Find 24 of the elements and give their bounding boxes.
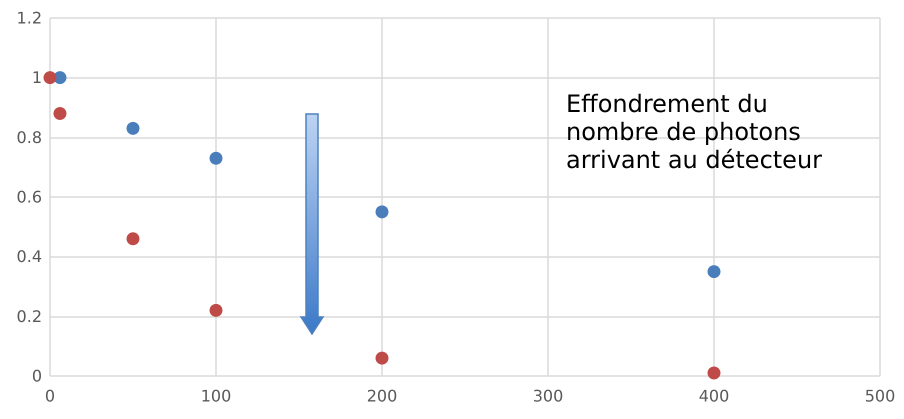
x-tick-label: 200: [366, 386, 398, 406]
x-tick-label: 400: [698, 386, 730, 406]
x-tick-label: 300: [532, 386, 564, 406]
point: [126, 232, 140, 246]
x-tick-label: 500: [864, 386, 896, 406]
y-tick-label: 0: [32, 366, 42, 386]
point: [708, 265, 720, 278]
point: [126, 122, 140, 135]
annotation: Effondrement du nombre de photons arrivant au détecteur: [566, 90, 824, 174]
point: [708, 366, 720, 380]
y-tick-label: 1: [32, 68, 42, 88]
y-tick-label: 1.2: [16, 8, 42, 28]
x-tick-label: 100: [200, 386, 232, 406]
y-tick-label: 0.8: [16, 128, 42, 147]
point: [376, 205, 388, 218]
x-tick-label: 0: [44, 386, 56, 406]
point: [376, 352, 388, 365]
y-tick-label: 0.2: [16, 306, 42, 326]
point: [44, 71, 56, 84]
point: [210, 152, 222, 165]
y-tick-label: 0.6: [16, 188, 42, 206]
point: [53, 106, 66, 120]
y-tick-label: 0.4: [16, 247, 42, 266]
point: [210, 304, 222, 317]
